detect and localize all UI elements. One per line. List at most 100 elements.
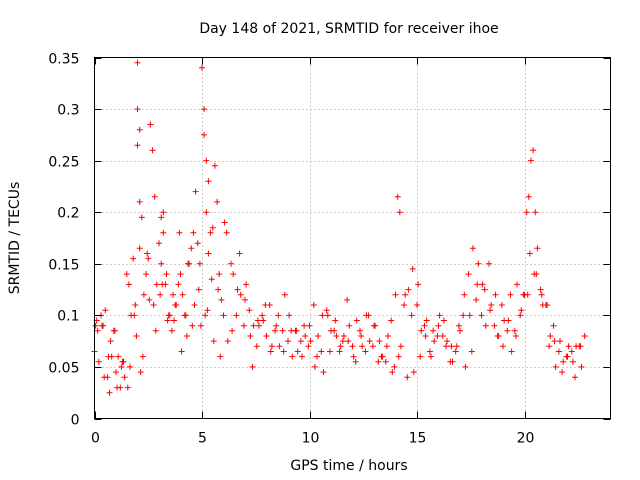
data-point	[220, 312, 227, 319]
data-point	[528, 157, 534, 164]
data-point	[439, 333, 446, 339]
data-point	[204, 307, 211, 314]
data-point	[208, 276, 215, 283]
data-point	[164, 317, 171, 324]
data-point	[415, 281, 422, 288]
data-point	[170, 291, 176, 298]
data-point	[250, 322, 257, 329]
data-point	[333, 333, 340, 339]
data-point	[229, 327, 236, 334]
data-point	[434, 333, 441, 339]
data-point	[145, 255, 152, 262]
data-point	[366, 338, 373, 345]
data-point	[209, 224, 216, 231]
data-point	[214, 198, 221, 205]
data-point	[537, 286, 544, 293]
data-point	[267, 348, 274, 355]
y-tick-label: 0.2	[57, 206, 79, 222]
data-point	[538, 291, 545, 298]
data-point	[534, 245, 541, 252]
data-point	[243, 281, 250, 288]
data-point	[448, 343, 455, 350]
data-point	[185, 260, 191, 267]
data-point	[286, 312, 293, 319]
data-point	[294, 348, 301, 355]
data-point	[462, 363, 469, 370]
data-point	[191, 302, 198, 308]
data-point	[539, 302, 546, 308]
data-point	[228, 260, 234, 267]
data-point	[491, 322, 498, 329]
data-point	[466, 312, 473, 319]
data-point	[260, 317, 267, 324]
data-point	[565, 343, 572, 350]
data-point	[492, 291, 499, 298]
data-point	[357, 327, 363, 334]
data-point	[157, 291, 164, 298]
data-point	[417, 353, 424, 360]
data-point	[92, 322, 99, 329]
data-point	[305, 343, 312, 350]
data-point	[101, 374, 108, 381]
data-point	[409, 265, 416, 272]
data-point	[199, 64, 205, 71]
data-point	[414, 302, 420, 308]
data-point	[318, 348, 325, 355]
data-point	[372, 322, 379, 329]
data-point	[177, 271, 184, 278]
data-point	[95, 358, 102, 365]
data-point	[179, 291, 186, 298]
data-point	[392, 291, 399, 298]
data-point	[301, 322, 308, 329]
data-point	[436, 312, 443, 319]
data-point	[421, 322, 428, 329]
data-point	[461, 291, 468, 298]
y-tick-label: 0.35	[48, 52, 79, 68]
data-point	[457, 327, 463, 334]
data-point	[578, 363, 585, 370]
data-point	[105, 353, 112, 360]
data-point	[526, 250, 533, 257]
data-point	[203, 157, 210, 164]
data-point	[431, 338, 438, 345]
data-point	[331, 327, 338, 334]
data-point	[217, 353, 224, 360]
data-point	[136, 198, 143, 205]
data-point	[397, 343, 404, 350]
data-point	[310, 302, 317, 308]
data-point	[102, 307, 109, 314]
data-point	[160, 229, 167, 236]
data-point	[353, 317, 360, 324]
data-point	[176, 229, 183, 236]
data-point	[551, 338, 558, 345]
y-tick-label: 0.15	[48, 258, 79, 274]
data-point	[125, 281, 132, 288]
data-point	[487, 307, 494, 314]
data-point	[262, 302, 269, 308]
data-point	[197, 322, 204, 329]
data-point	[273, 322, 280, 329]
data-point	[376, 338, 383, 345]
data-point	[207, 229, 214, 236]
data-point	[223, 229, 230, 236]
data-point	[288, 327, 295, 334]
data-point	[508, 348, 515, 355]
data-point	[452, 348, 459, 355]
data-point	[124, 384, 131, 391]
data-point	[246, 307, 253, 314]
data-point	[337, 343, 344, 350]
data-point	[194, 240, 201, 247]
data-point	[500, 343, 506, 350]
data-point	[259, 312, 266, 319]
data-point	[385, 333, 391, 339]
data-point	[171, 317, 178, 324]
data-point	[547, 333, 554, 339]
data-point	[111, 327, 118, 334]
data-point	[139, 353, 146, 360]
data-point	[276, 343, 283, 350]
data-points	[91, 59, 588, 396]
data-point	[115, 353, 122, 360]
data-point	[365, 312, 372, 319]
data-point	[468, 348, 475, 355]
data-point	[523, 209, 530, 216]
